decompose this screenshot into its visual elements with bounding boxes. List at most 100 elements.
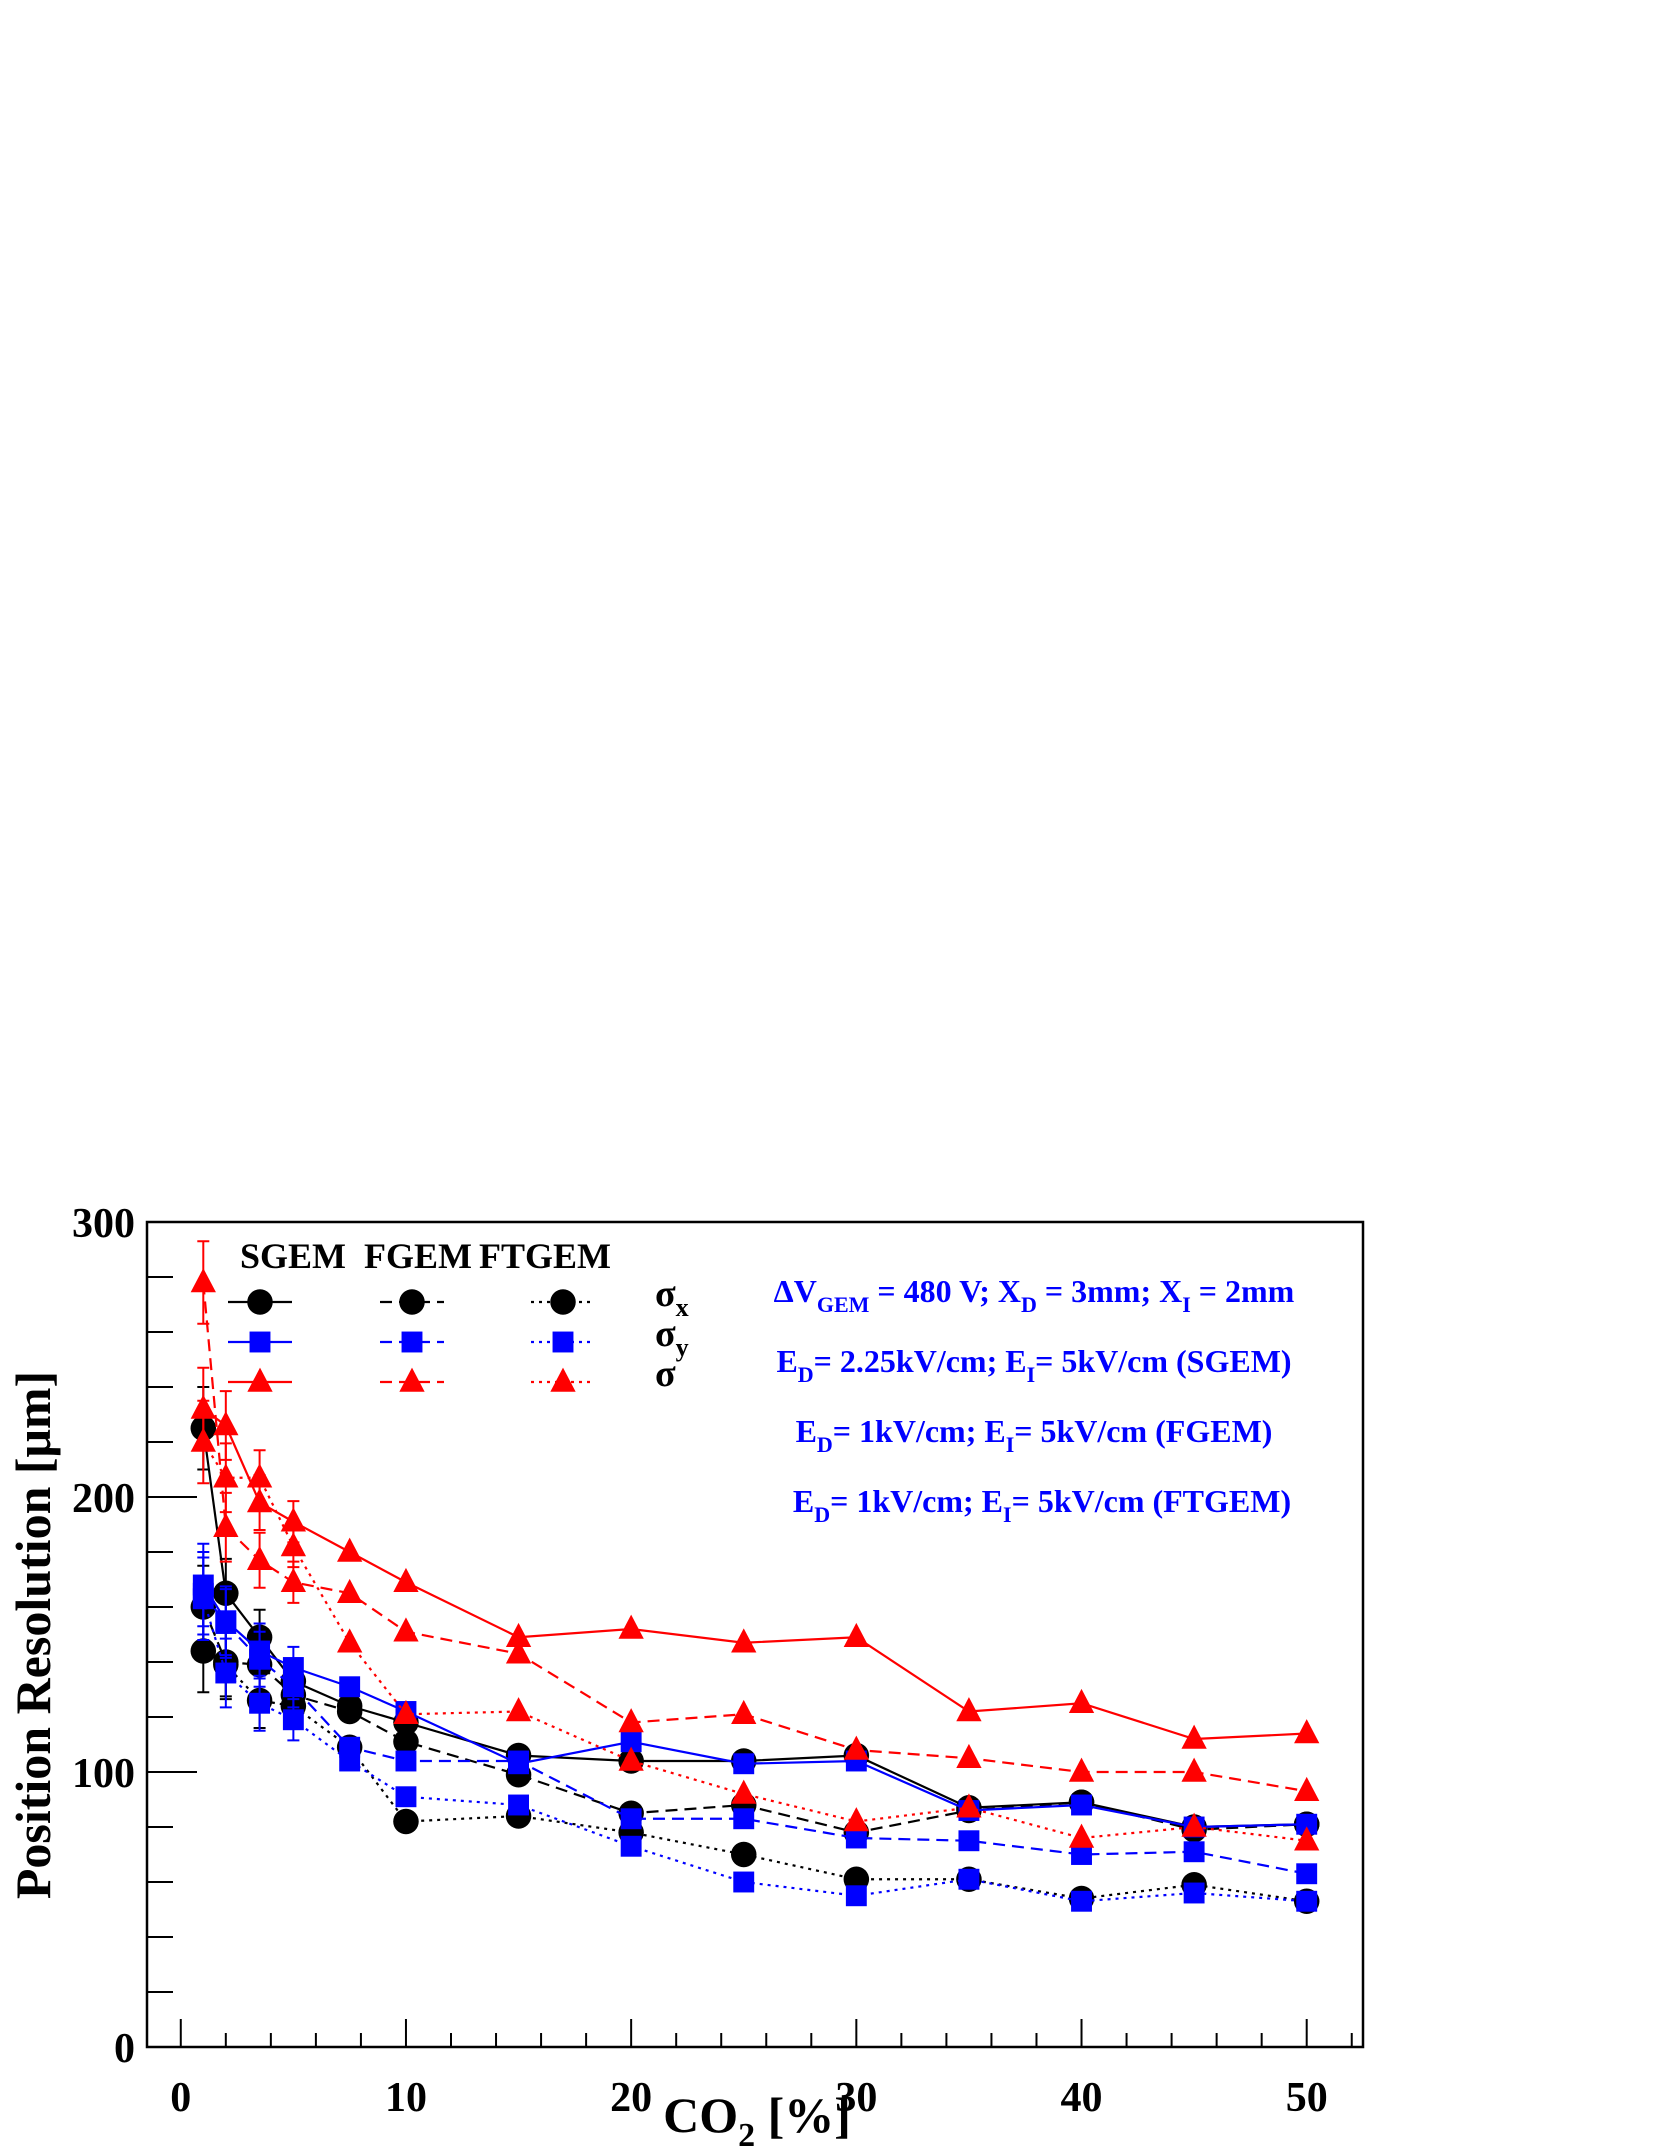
data-point — [246, 1545, 273, 1570]
legend-marker — [247, 1289, 273, 1315]
data-point — [956, 1793, 982, 1818]
data-point — [1068, 1823, 1095, 1848]
x-axis-title-sub: 2 — [738, 2117, 755, 2149]
data-point — [190, 1268, 216, 1293]
annotation-subscript: D — [814, 1502, 830, 1527]
data-point — [246, 1463, 273, 1488]
annotation-text: = 1kV/cm; E — [830, 1483, 1003, 1519]
data-point — [339, 1676, 361, 1698]
data-point — [1181, 1812, 1207, 1837]
data-point — [731, 1699, 757, 1724]
data-point — [337, 1578, 363, 1603]
series-line — [202, 1592, 1307, 1875]
data-point — [1181, 1724, 1207, 1749]
annotation-text: = 5kV/cm (FTGEM) — [1012, 1483, 1292, 1519]
series-layer — [190, 1240, 1320, 1915]
x-axis-title: CO2 [%] — [663, 2087, 851, 2149]
x-tick-label: 50 — [1286, 2075, 1328, 2121]
data-point — [508, 1750, 530, 1772]
annotation-line: ED= 1kV/cm; EI= 5kV/cm (FGEM) — [796, 1413, 1273, 1457]
data-point — [282, 1709, 304, 1731]
x-axis-title-suffix: [%] — [755, 2087, 851, 2143]
data-point — [730, 1841, 757, 1868]
annotation-text: = 480 V; X — [869, 1273, 1021, 1309]
data-point — [280, 1532, 307, 1557]
data-point — [508, 1794, 530, 1816]
annotation-text: = 2.25kV/cm; E — [814, 1343, 1027, 1379]
annotation-text: E — [793, 1483, 814, 1519]
series-ftgem-sigma — [190, 1399, 1320, 1851]
series-ftgem-sigma-y — [192, 1556, 1318, 1912]
data-point — [192, 1588, 214, 1610]
x-axis-title-base: CO — [663, 2087, 738, 2143]
legend-marker — [401, 1331, 423, 1353]
annotation-line: ED= 2.25kV/cm; EI= 5kV/cm (SGEM) — [776, 1343, 1291, 1387]
data-point — [1296, 1890, 1318, 1912]
data-point — [731, 1628, 757, 1653]
series-line — [202, 1441, 1307, 1842]
data-point — [505, 1622, 532, 1647]
data-point — [393, 1567, 419, 1592]
x-tick-label: 20 — [610, 2075, 652, 2121]
x-tick-label: 30 — [835, 2075, 877, 2121]
annotation-subscript: I — [1182, 1292, 1191, 1317]
data-point — [1294, 1776, 1320, 1801]
data-point — [190, 1427, 216, 1452]
annotation-text: E — [796, 1413, 817, 1449]
data-point — [958, 1830, 980, 1852]
axis-labels: 0 10 20 30 40 50 0 100 200 300 CO2 [%] Position Res… — [5, 1201, 1328, 2149]
data-point — [505, 1639, 532, 1664]
data-point — [393, 1617, 419, 1642]
annotation-subscript: GEM — [817, 1292, 870, 1317]
series-line — [202, 1606, 1307, 1834]
annotation-subscript: D — [1021, 1292, 1037, 1317]
legend-marker — [399, 1289, 425, 1315]
data-point — [956, 1743, 982, 1768]
data-point — [843, 1807, 869, 1832]
data-point — [1294, 1719, 1320, 1744]
data-point — [731, 1779, 757, 1804]
x-tick-label: 0 — [170, 2075, 191, 2121]
series-line — [202, 1282, 1307, 1793]
series-sgem-sigma-x — [190, 1386, 1320, 1840]
data-point — [505, 1697, 532, 1722]
data-point — [213, 1463, 239, 1488]
data-point — [1068, 1688, 1095, 1713]
annotation-subscript: I — [1003, 1502, 1012, 1527]
annotation-text: = 5kV/cm (SGEM) — [1035, 1343, 1291, 1379]
data-point — [190, 1638, 217, 1664]
annotation-text: = 2mm — [1191, 1273, 1295, 1309]
y-tick-label: 300 — [72, 1201, 135, 1247]
y-tick-label: 0 — [114, 2026, 135, 2072]
series-sgem-sigma-y — [192, 1542, 1318, 1838]
legend-label: σy — [655, 1313, 689, 1362]
data-point — [337, 1537, 363, 1562]
axis-ticks — [147, 1221, 1353, 2048]
series-line — [202, 1584, 1307, 1829]
legend-marker — [552, 1331, 574, 1353]
annotation-text: = 5kV/cm (FGEM) — [1014, 1413, 1272, 1449]
data-point — [618, 1746, 644, 1771]
legend-column-header: SGEM — [240, 1236, 346, 1276]
annotation-line: ED= 1kV/cm; EI= 5kV/cm (FTGEM) — [793, 1483, 1291, 1527]
data-point — [280, 1507, 307, 1532]
data-point — [618, 1614, 644, 1639]
annotation-subscript: I — [1006, 1432, 1015, 1457]
y-tick-label: 200 — [72, 1476, 135, 1522]
data-point — [395, 1750, 417, 1772]
legend-label-sub: x — [676, 1293, 689, 1322]
data-point — [336, 1698, 363, 1725]
legend-column-header: FTGEM — [479, 1236, 611, 1276]
legend-label-symbol: σ — [655, 1353, 676, 1395]
data-point — [393, 1808, 419, 1835]
data-point — [249, 1648, 271, 1670]
legend-label: σ — [655, 1353, 676, 1395]
legend-column-header: FGEM — [364, 1236, 472, 1276]
legend-marker — [550, 1367, 576, 1392]
legend-label-symbol: σ — [655, 1273, 676, 1315]
data-point — [215, 1613, 237, 1634]
data-point — [213, 1512, 239, 1537]
data-point — [1294, 1826, 1320, 1851]
